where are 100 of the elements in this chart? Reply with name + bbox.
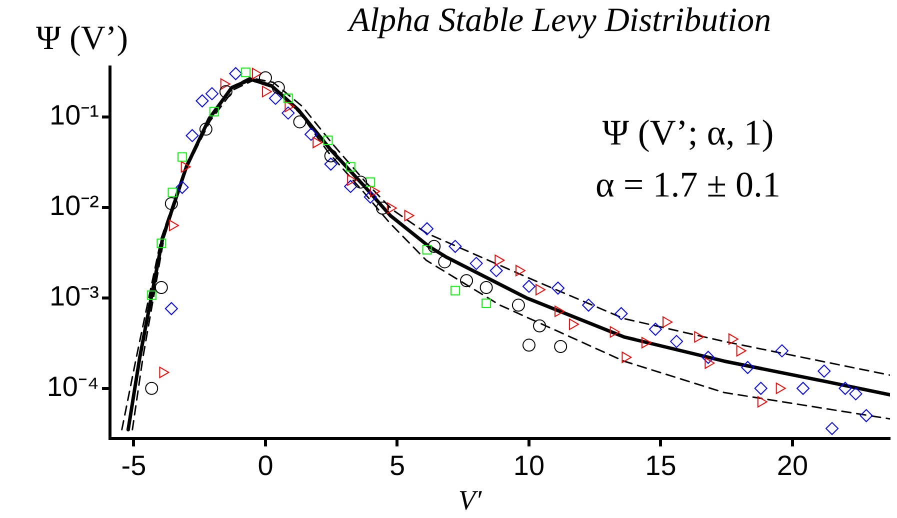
point	[177, 152, 187, 162]
point	[490, 264, 503, 278]
x-tick-label: 0	[258, 450, 274, 481]
point	[582, 298, 596, 312]
point	[757, 396, 768, 408]
point	[347, 174, 358, 186]
point	[168, 220, 179, 232]
x-tick-label: 10	[513, 450, 545, 481]
point	[776, 382, 786, 394]
point	[366, 177, 376, 187]
point	[838, 382, 852, 395]
point	[775, 344, 788, 358]
point	[422, 244, 432, 254]
point	[186, 129, 199, 142]
point	[159, 366, 170, 378]
point	[512, 298, 525, 312]
point	[554, 306, 564, 317]
point	[180, 161, 191, 173]
point	[610, 326, 620, 338]
point	[284, 100, 295, 112]
point	[209, 106, 219, 116]
point	[533, 319, 546, 332]
point	[364, 190, 377, 204]
point	[323, 136, 333, 146]
point	[404, 210, 414, 222]
y-tick-label: 10⁻¹	[50, 100, 99, 131]
x-tick-label: 5	[389, 450, 406, 481]
point	[324, 158, 338, 171]
point	[146, 290, 156, 300]
point	[648, 322, 662, 336]
y-tick-label: 10⁻²	[50, 190, 99, 222]
point	[522, 338, 536, 352]
point	[252, 68, 262, 80]
point	[164, 302, 178, 316]
point	[448, 240, 462, 253]
point	[438, 255, 452, 268]
point	[262, 86, 272, 98]
point	[282, 106, 295, 120]
point	[694, 331, 704, 343]
point	[176, 180, 189, 194]
point	[370, 186, 380, 198]
point	[494, 254, 505, 266]
point	[156, 238, 166, 248]
y-tick-label: 10⁻⁴	[46, 371, 99, 402]
point	[272, 81, 285, 94]
point	[702, 350, 715, 364]
point	[736, 345, 746, 356]
point	[428, 240, 441, 253]
point	[460, 274, 474, 288]
chart-title: Alpha Stable Levy Distribution	[346, 2, 772, 39]
point	[145, 382, 158, 395]
point	[480, 281, 493, 294]
annotation: Ψ (V’; α, 1)	[602, 112, 774, 152]
x-tick-label: 15	[645, 450, 676, 481]
y-axis-title: Ψ (V’)	[36, 20, 128, 57]
point	[482, 298, 492, 308]
point	[849, 387, 862, 400]
point	[199, 122, 212, 136]
point	[304, 128, 318, 141]
point	[293, 115, 306, 128]
point	[826, 422, 839, 436]
point	[386, 202, 397, 214]
x-axis-title: V′	[458, 485, 482, 516]
point	[283, 94, 293, 104]
point	[754, 382, 768, 395]
point	[522, 280, 536, 293]
point	[219, 85, 232, 98]
point	[662, 316, 673, 328]
point	[346, 162, 356, 172]
annotation: α = 1.7 ± 0.1	[596, 164, 780, 204]
point	[324, 149, 338, 162]
point	[515, 264, 526, 276]
point	[796, 382, 810, 395]
point	[268, 92, 282, 105]
point	[470, 256, 483, 270]
point	[376, 202, 389, 215]
point	[164, 197, 178, 210]
point	[205, 87, 218, 100]
point	[860, 409, 873, 422]
point	[229, 67, 242, 80]
point	[568, 318, 579, 330]
point	[741, 361, 754, 374]
point	[554, 340, 568, 354]
point	[622, 352, 632, 364]
y-tick-label: 10⁻³	[50, 280, 99, 312]
point	[551, 282, 564, 295]
point	[220, 78, 230, 90]
point	[450, 286, 460, 296]
point	[420, 222, 434, 236]
point	[196, 94, 209, 108]
point	[354, 176, 368, 189]
point	[258, 71, 272, 84]
point	[312, 136, 323, 148]
point	[240, 68, 250, 78]
point	[670, 334, 684, 348]
point	[154, 281, 168, 294]
point	[728, 333, 738, 345]
point	[168, 188, 178, 198]
point	[641, 336, 652, 348]
point	[704, 357, 715, 369]
